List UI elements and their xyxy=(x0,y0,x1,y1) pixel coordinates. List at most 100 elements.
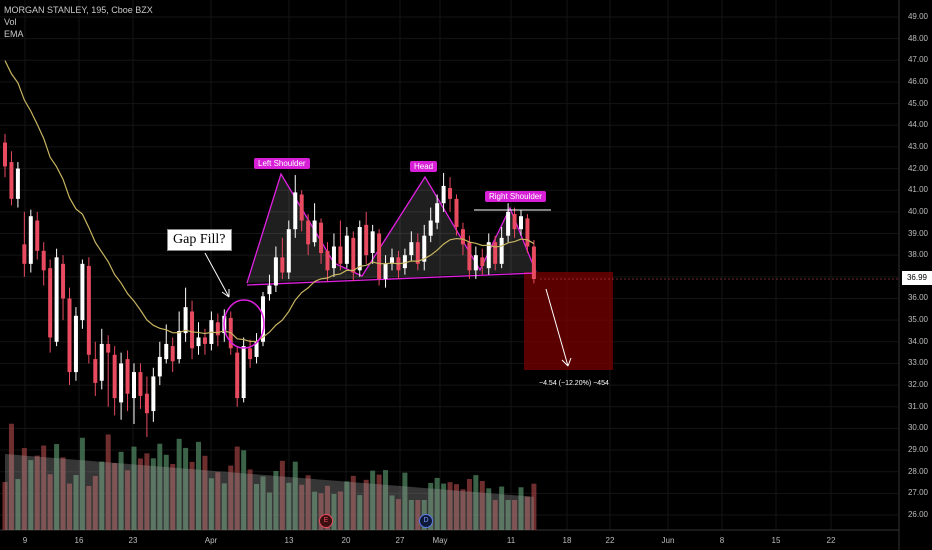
volume-bar xyxy=(137,458,143,530)
event-e-badge[interactable]: E xyxy=(319,514,333,528)
y-tick-label: 49.00 xyxy=(907,12,928,21)
x-tick-label: May xyxy=(432,536,447,545)
candle-body xyxy=(454,198,459,228)
candle-body xyxy=(267,285,272,295)
pattern-fill xyxy=(247,174,536,283)
volume-bar xyxy=(2,482,8,530)
y-tick-label: 47.00 xyxy=(907,55,928,65)
volume-bar xyxy=(512,500,518,530)
x-tick-label: 22 xyxy=(606,536,615,545)
volume-bar xyxy=(273,470,279,530)
candle-body xyxy=(319,222,324,254)
y-tick-label: 48.00 xyxy=(907,33,928,43)
volume-bar xyxy=(434,477,440,530)
right-shoulder-label: Right Shoulder xyxy=(485,191,546,202)
candle-body xyxy=(93,359,98,383)
candle-body xyxy=(383,263,388,279)
candle-body xyxy=(280,257,285,273)
candle-body xyxy=(448,188,453,199)
candle-body xyxy=(286,229,291,273)
volume-bar xyxy=(389,495,395,530)
candle-body xyxy=(22,244,27,264)
volume-bar xyxy=(286,482,292,530)
y-tick-label: 36.00 xyxy=(907,293,928,303)
candle-body xyxy=(370,231,375,254)
y-tick-label: 34.00 xyxy=(907,336,928,346)
volume-bar xyxy=(34,455,40,530)
y-tick-label: 38.00 xyxy=(907,250,928,260)
volume-bar xyxy=(241,450,247,530)
candle-body xyxy=(409,242,414,256)
volume-bar xyxy=(441,483,447,530)
candle-body xyxy=(151,376,156,412)
volume-bar xyxy=(221,483,227,530)
volume-bar xyxy=(312,491,318,530)
volume-bar xyxy=(518,487,524,530)
target-arrow xyxy=(545,288,569,367)
target-arrowhead xyxy=(561,357,572,367)
candle-body xyxy=(28,216,33,264)
volume-bar xyxy=(254,484,260,530)
candle-body xyxy=(138,372,143,396)
y-tick-label: 39.00 xyxy=(907,228,928,238)
volume-bar xyxy=(228,465,234,530)
candle-body xyxy=(293,192,298,230)
volume-average-area xyxy=(5,454,534,530)
candles xyxy=(3,133,536,438)
x-tick-label: 11 xyxy=(507,536,516,545)
current-price-tag: 36.99 xyxy=(902,271,932,285)
volume-bar xyxy=(196,441,201,530)
x-tick-label: 18 xyxy=(563,536,572,545)
volume-bar xyxy=(524,496,530,530)
candle-body xyxy=(125,359,130,394)
volume-bar xyxy=(266,492,272,530)
volume-bar xyxy=(325,485,330,530)
target-zone xyxy=(524,272,613,370)
candle-body xyxy=(61,263,66,299)
y-tick-label: 30.00 xyxy=(907,423,928,433)
candle-body xyxy=(435,203,440,223)
volume-bar xyxy=(157,443,163,530)
x-tick-label: 20 xyxy=(342,536,351,545)
candle-body xyxy=(9,162,14,199)
volume-bar xyxy=(531,483,537,530)
candle-body xyxy=(351,237,356,273)
candle-body xyxy=(164,343,169,360)
volume-bar xyxy=(131,446,137,530)
volume-bar xyxy=(208,478,214,530)
volume-bar xyxy=(486,488,492,530)
x-tick-label: 22 xyxy=(827,536,836,545)
candle-body xyxy=(390,257,394,264)
candle-body xyxy=(132,372,136,399)
volume-bar xyxy=(447,482,453,530)
candle-body xyxy=(3,142,7,167)
volume-bar xyxy=(260,476,266,530)
candle-body xyxy=(486,242,491,269)
y-tick-label: 40.00 xyxy=(907,206,928,216)
legend-symbol: MORGAN STANLEY, 195, Cboe BZX xyxy=(4,5,153,15)
candle-body xyxy=(512,214,517,230)
volume-bar xyxy=(60,457,66,530)
volume-bar xyxy=(499,486,505,530)
volume-bar xyxy=(144,453,150,530)
volume-bar xyxy=(395,499,401,530)
volume-bar xyxy=(202,455,208,530)
candle-body xyxy=(422,235,427,262)
volume-bar xyxy=(363,479,369,530)
event-d-badge[interactable]: D xyxy=(419,514,433,528)
y-tick-label: 26.00 xyxy=(907,510,928,519)
candle-body xyxy=(338,246,343,264)
candle-body xyxy=(499,237,504,264)
volume-bar xyxy=(183,447,189,530)
candle-body xyxy=(235,352,240,399)
y-tick-label: 45.00 xyxy=(907,98,928,108)
volume-bar xyxy=(247,469,253,530)
gap-fill-label: Gap Fill? xyxy=(167,229,232,251)
candle-body xyxy=(519,216,523,230)
candle-body xyxy=(215,322,220,336)
volume-bar xyxy=(163,454,169,530)
x-tick-label: 13 xyxy=(285,536,294,545)
candle-body xyxy=(273,257,278,286)
candle-body xyxy=(402,255,407,269)
